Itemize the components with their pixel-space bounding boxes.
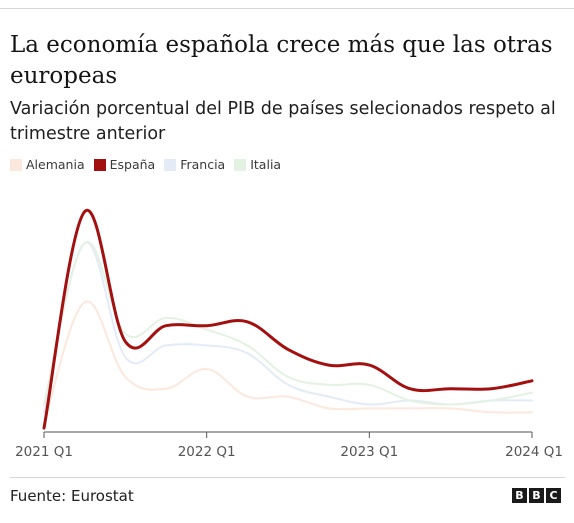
chart-subtitle: Variación porcentual del PIB de países s… — [10, 99, 556, 144]
chart-title: La economía española crece más que las o… — [10, 32, 553, 89]
bbc-logo-letter: B — [529, 488, 544, 503]
bbc-logo-letter: C — [546, 488, 561, 503]
chart-legend: Alemania España Francia Italia — [10, 157, 281, 172]
x-tick-label: 2022 Q1 — [178, 444, 236, 460]
legend-item-francia: Francia — [164, 157, 225, 172]
series-line-españa — [42, 208, 534, 430]
legend-item-alemania: Alemania — [10, 157, 85, 172]
legend-item-italia: Italia — [234, 157, 281, 172]
legend-label: España — [109, 157, 156, 172]
series-line-alemania — [43, 300, 533, 426]
x-tick-label: 2024 Q1 — [505, 444, 563, 460]
footer-rule — [10, 477, 565, 478]
legend-swatch — [10, 158, 22, 171]
legend-label: Italia — [250, 157, 282, 172]
line-chart: 2021 Q1 2022 Q1 2023 Q1 2024 Q1 — [15, 208, 563, 460]
top-rule — [0, 8, 574, 9]
x-tick-label: 2021 Q1 — [15, 444, 73, 460]
series-line-francia — [43, 241, 533, 414]
legend-swatch — [164, 158, 177, 171]
legend-item-españa: España — [93, 157, 156, 172]
series-line-italia — [43, 240, 533, 406]
bbc-logo: B B C — [512, 488, 561, 503]
legend-label: Francia — [180, 157, 226, 172]
x-tick-label: 2023 Q1 — [340, 444, 398, 460]
source-note: Fuente: Eurostat — [10, 487, 134, 505]
bbc-logo-letter: B — [512, 488, 527, 503]
legend-swatch — [93, 158, 106, 171]
legend-swatch — [234, 158, 247, 171]
legend-label: Alemania — [26, 157, 85, 172]
